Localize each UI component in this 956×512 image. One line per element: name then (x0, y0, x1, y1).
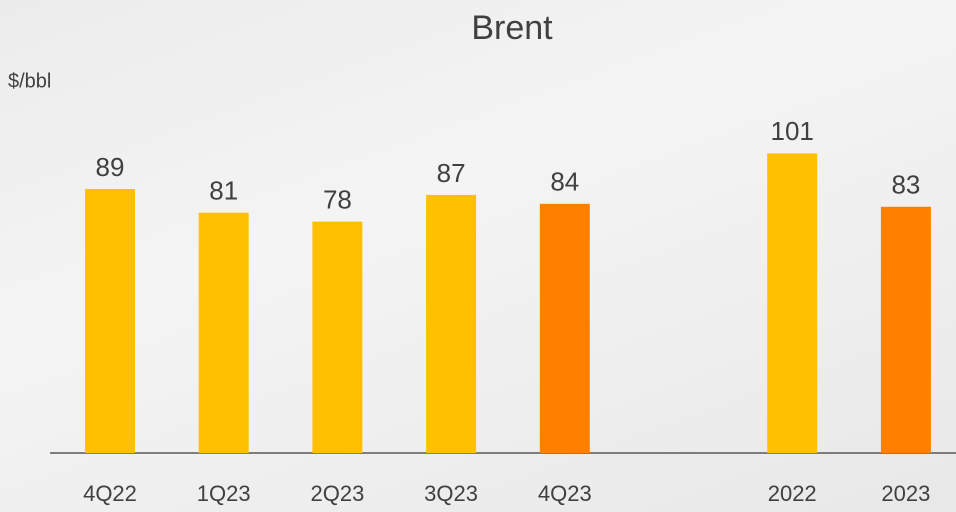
x-tick-label: 2023 (881, 481, 930, 506)
value-label: 84 (550, 167, 579, 197)
value-label: 81 (209, 176, 238, 206)
bar (426, 195, 476, 453)
value-label: 83 (891, 170, 920, 200)
bar (199, 213, 249, 453)
y-axis-label: $/bbl (8, 70, 51, 92)
x-tick-label: 2Q23 (310, 481, 364, 506)
value-label: 89 (96, 152, 125, 182)
x-tick-label: 2022 (768, 481, 817, 506)
bar (312, 222, 362, 453)
page: Brent $/bbl 4Q22 89 1Q23 81 2Q23 78 3Q23 87 4Q23… (0, 0, 956, 512)
chart: Brent $/bbl 4Q22 89 1Q23 81 2Q23 78 3Q23 87 4Q23… (0, 0, 956, 512)
chart-title: Brent (471, 9, 553, 47)
x-tick-label: 1Q23 (197, 481, 251, 506)
x-tick-label: 4Q23 (538, 481, 592, 506)
value-label: 78 (323, 184, 352, 214)
bar (85, 189, 135, 453)
value-label: 101 (771, 116, 814, 146)
bar (881, 207, 931, 453)
bar (540, 204, 590, 453)
bar (767, 153, 817, 453)
x-tick-label: 3Q23 (424, 481, 478, 506)
x-tick-label: 4Q22 (83, 481, 137, 506)
value-label: 87 (437, 158, 466, 188)
